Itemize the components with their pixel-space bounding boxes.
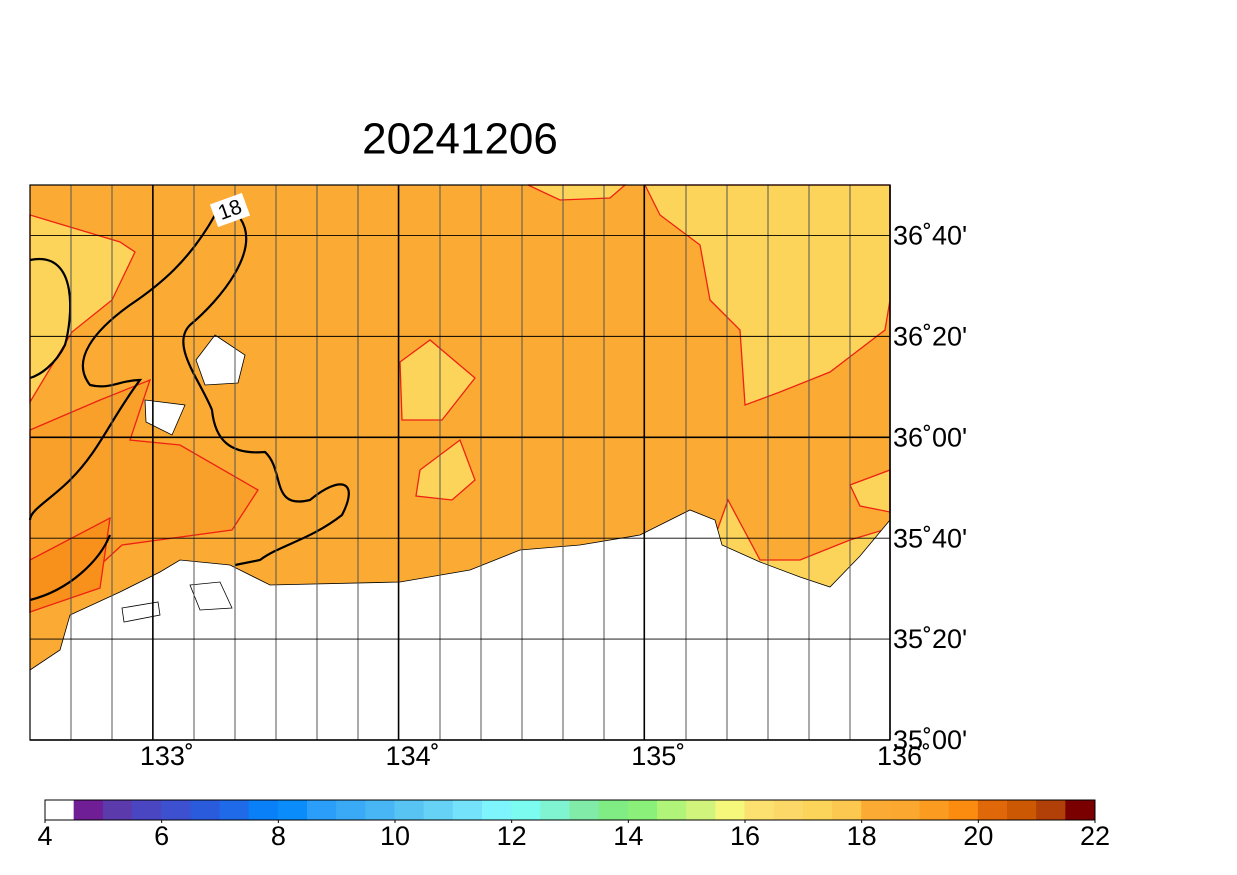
colorbar-box bbox=[190, 799, 221, 821]
colorbar-label: 10 bbox=[380, 821, 410, 851]
colorbar-box bbox=[948, 799, 979, 821]
colorbar-box bbox=[919, 799, 950, 821]
colorbar-label: 20 bbox=[963, 821, 993, 851]
y-tick-label: 35˚20' bbox=[893, 624, 967, 654]
colorbar-box bbox=[598, 799, 629, 821]
x-tick-label: 136˚ bbox=[877, 741, 931, 771]
colorbar-box bbox=[132, 799, 163, 821]
colorbar-box bbox=[277, 799, 309, 821]
colorbar-box bbox=[102, 799, 134, 821]
map-title: 20241206 bbox=[362, 115, 558, 164]
map-field bbox=[28, 184, 891, 741]
colorbar-label: 6 bbox=[154, 821, 169, 851]
colorbar-box bbox=[569, 799, 600, 821]
colorbar-box bbox=[773, 799, 804, 821]
colorbar-label: 4 bbox=[37, 821, 52, 851]
colorbar-box bbox=[802, 799, 833, 821]
colorbar-box bbox=[423, 799, 454, 821]
colorbar-box bbox=[482, 799, 513, 821]
colorbar-box bbox=[248, 799, 279, 821]
y-tick-label: 35˚00' bbox=[893, 725, 967, 755]
colorbar-frame bbox=[44, 799, 1096, 821]
colorbar-box bbox=[394, 799, 425, 821]
colorbar-box bbox=[540, 799, 571, 821]
x-tick-label: 133˚ bbox=[140, 741, 194, 771]
x-tick-label: 134˚ bbox=[386, 741, 440, 771]
colorbar-box bbox=[219, 799, 250, 821]
colorbar-box bbox=[44, 799, 75, 821]
colorbar-box bbox=[744, 799, 775, 821]
colorbar-box bbox=[832, 799, 863, 821]
y-tick-label: 36˚40' bbox=[893, 221, 967, 251]
colorbar-label: 14 bbox=[613, 821, 643, 851]
colorbar-box bbox=[890, 799, 921, 821]
contour-18 bbox=[28, 214, 350, 602]
colorbar-label: 18 bbox=[847, 821, 877, 851]
x-tick-label: 135˚ bbox=[631, 741, 685, 771]
y-tick-label: 35˚40' bbox=[893, 523, 967, 553]
colorbar-box bbox=[307, 799, 338, 821]
colorbar-box bbox=[511, 799, 542, 821]
label-bg bbox=[209, 192, 251, 228]
colorbar-box bbox=[1036, 799, 1067, 821]
minor-grid bbox=[70, 185, 851, 740]
colorbar-box bbox=[73, 799, 104, 821]
colorbar-box bbox=[1065, 799, 1096, 821]
colorbar-box bbox=[365, 799, 396, 821]
land bbox=[29, 334, 891, 741]
colorbar-box bbox=[977, 799, 1008, 821]
colorbar-box bbox=[161, 799, 192, 821]
colorbar-box bbox=[1007, 799, 1038, 821]
colorbar-box bbox=[861, 799, 892, 821]
colorbar-label: 22 bbox=[1080, 821, 1110, 851]
colorbar-box bbox=[657, 799, 688, 821]
colorbar-box bbox=[336, 799, 367, 821]
colorbar-label: 16 bbox=[730, 821, 760, 851]
y-tick-label: 36˚00' bbox=[893, 422, 967, 452]
colorbar-box bbox=[686, 799, 717, 821]
colorbar-label: 12 bbox=[497, 821, 527, 851]
y-tick-label: 36˚20' bbox=[893, 321, 967, 351]
colorbar-box bbox=[715, 799, 746, 821]
colorbar-label: 8 bbox=[271, 821, 286, 851]
colorbar-box bbox=[627, 799, 658, 821]
colorbar-box bbox=[452, 799, 484, 821]
